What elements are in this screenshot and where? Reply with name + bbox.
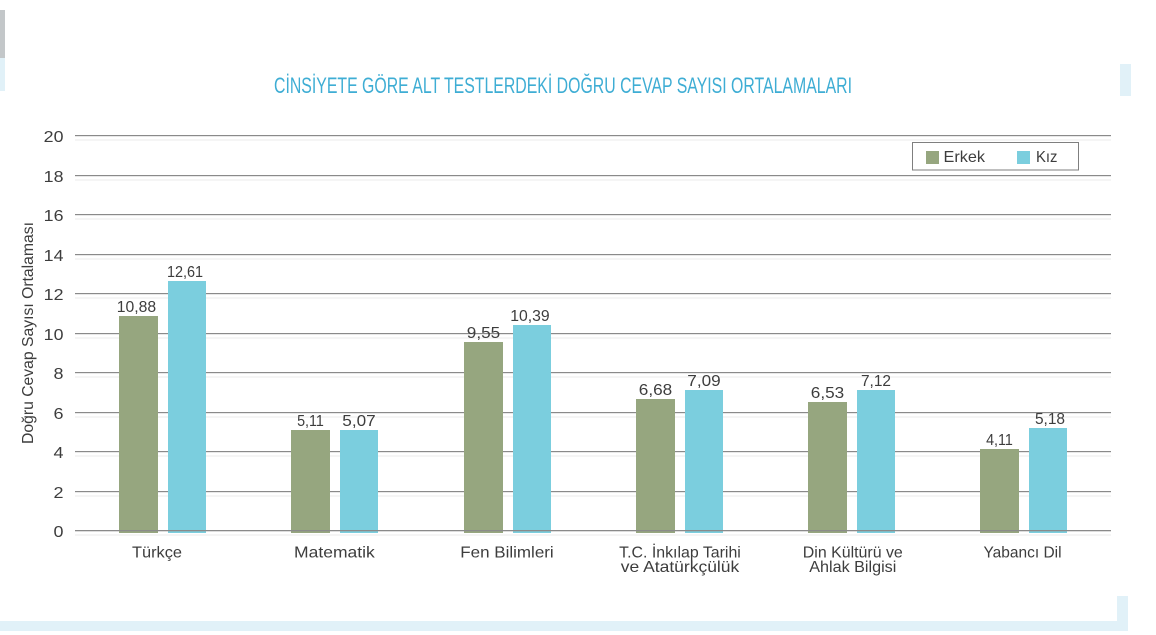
svg-text:T.C. İnkılap Tarihi: T.C. İnkılap Tarihi (619, 543, 741, 562)
svg-text:6,53: 6,53 (811, 385, 845, 402)
svg-text:CİNSİYETE GÖRE ALT TESTLERDEKİ: CİNSİYETE GÖRE ALT TESTLERDEKİ DOĞRU CEV… (274, 73, 852, 98)
svg-text:4: 4 (54, 445, 64, 462)
svg-text:10,39: 10,39 (510, 308, 549, 325)
svg-text:Kız: Kız (1036, 149, 1058, 166)
svg-text:0: 0 (54, 524, 64, 541)
svg-text:14: 14 (44, 248, 64, 265)
svg-text:4,11: 4,11 (986, 432, 1013, 449)
svg-text:5,11: 5,11 (297, 413, 324, 430)
svg-text:7,12: 7,12 (861, 373, 891, 390)
svg-text:Erkek: Erkek (944, 149, 987, 166)
svg-text:Yabancı Dil: Yabancı Dil (983, 545, 1061, 562)
svg-text:9,55: 9,55 (467, 325, 501, 342)
svg-text:Türkçe: Türkçe (132, 545, 182, 562)
svg-text:2: 2 (54, 485, 64, 502)
svg-text:5,07: 5,07 (342, 413, 376, 430)
svg-text:Fen Bilimleri: Fen Bilimleri (460, 545, 553, 562)
svg-text:18: 18 (44, 169, 64, 186)
svg-text:6: 6 (54, 406, 64, 423)
svg-text:5,18: 5,18 (1035, 411, 1065, 428)
svg-text:10: 10 (44, 327, 64, 344)
svg-text:ve Atatürkçülük: ve Atatürkçülük (621, 559, 741, 576)
svg-text:Doğru Cevap Sayısı Ortalaması: Doğru Cevap Sayısı Ortalaması (20, 222, 37, 444)
svg-text:7,09: 7,09 (687, 373, 721, 390)
svg-text:Din Kültürü ve: Din Kültürü ve (803, 545, 903, 562)
svg-text:6,68: 6,68 (639, 382, 673, 399)
svg-text:16: 16 (44, 208, 64, 225)
svg-text:20: 20 (44, 129, 64, 146)
svg-text:Matematik: Matematik (294, 545, 376, 562)
svg-text:8: 8 (54, 366, 64, 383)
svg-text:12,61: 12,61 (167, 264, 203, 281)
svg-text:Ahlak Bilgisi: Ahlak Bilgisi (809, 559, 896, 576)
svg-text:10,88: 10,88 (117, 299, 156, 316)
svg-text:12: 12 (44, 287, 64, 304)
